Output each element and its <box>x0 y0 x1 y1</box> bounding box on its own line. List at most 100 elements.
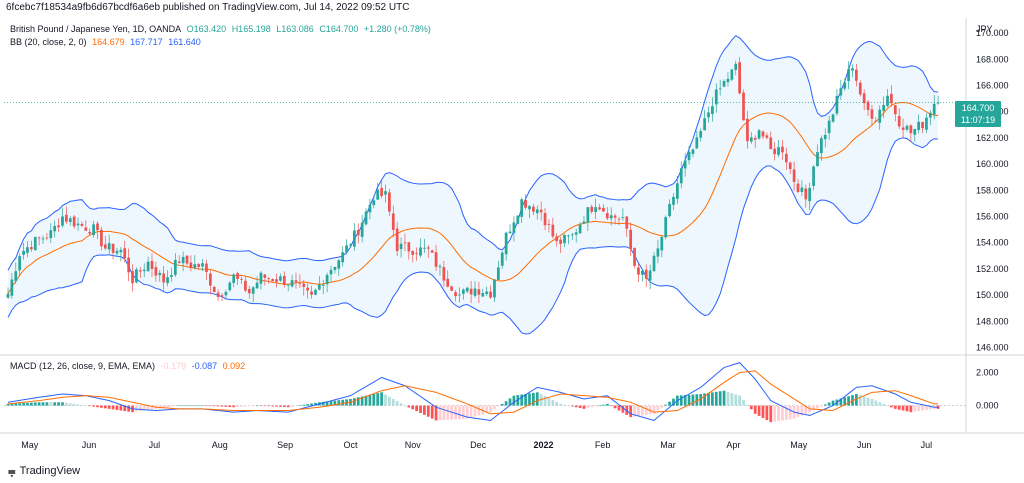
macd-histogram-bar <box>905 405 909 412</box>
candle-body <box>477 289 481 295</box>
macd-histogram-bar <box>430 405 434 419</box>
candle-body <box>411 251 415 255</box>
candle-body <box>135 269 138 283</box>
macd-histogram-bar <box>216 405 220 407</box>
legend-macd-line: -0.087 <box>191 361 218 371</box>
macd-histogram-bar <box>282 405 286 408</box>
bb-lower-line <box>7 137 939 335</box>
macd-histogram-bar <box>640 405 644 416</box>
candle-body <box>574 232 578 235</box>
candle-body <box>664 217 668 238</box>
candle-body <box>625 216 629 229</box>
candle-body <box>302 283 306 287</box>
candle-body <box>14 271 18 281</box>
macd-histogram-bar <box>567 405 570 407</box>
candle-body <box>461 289 465 294</box>
candle-body <box>193 264 197 268</box>
candle-body <box>928 112 932 118</box>
candle-body <box>621 217 625 219</box>
candle-body <box>212 287 216 293</box>
macd-histogram-bar <box>368 394 372 406</box>
candle-body <box>107 243 111 250</box>
price-axis-tick: 168.000 <box>976 54 1009 64</box>
macd-histogram-bar <box>722 390 726 406</box>
price-axis-tick: 166.000 <box>976 80 1009 90</box>
macd-histogram-bar <box>259 405 263 407</box>
macd-histogram-bar <box>843 397 847 406</box>
macd-histogram-bar <box>664 404 668 406</box>
macd-histogram-bar <box>360 396 364 406</box>
publisher-line: 6fcebc7f18534a9fb6d67bcdf6a6eb published… <box>6 2 410 13</box>
candle-body <box>866 101 870 111</box>
macd-histogram-bar <box>294 405 298 407</box>
macd-histogram-bar <box>232 405 236 408</box>
candle-body <box>162 273 166 283</box>
candle-body <box>862 93 866 104</box>
macd-histogram-bar <box>53 402 57 406</box>
macd-histogram-bar <box>119 405 123 411</box>
macd-histogram-bar <box>761 405 765 418</box>
candle-body <box>516 215 520 224</box>
time-axis-label: Aug <box>212 440 228 450</box>
candle-body <box>777 147 780 155</box>
macd-histogram-bar <box>504 401 508 406</box>
candle-body <box>181 256 185 264</box>
candle-body <box>189 262 193 269</box>
macd-histogram-bar <box>68 403 72 406</box>
candle-body <box>726 78 730 83</box>
candle-body <box>158 272 162 276</box>
time-axis-label: 2022 <box>533 440 553 450</box>
candle-body <box>539 209 543 213</box>
macd-histogram-bar <box>547 398 551 406</box>
macd-histogram-bar <box>384 394 387 406</box>
candle-body <box>458 294 461 296</box>
candle-body <box>590 206 594 212</box>
macd-histogram-bar <box>726 391 730 406</box>
candle-body <box>784 153 788 163</box>
candle-body <box>679 168 683 184</box>
macd-histogram-bar <box>236 405 239 407</box>
candle-body <box>711 106 714 115</box>
candle-body <box>543 212 547 226</box>
candle-body <box>769 137 773 150</box>
macd-histogram-bar <box>617 405 621 411</box>
macd-histogram-bar <box>41 402 45 406</box>
macd-histogram-bar <box>419 405 422 413</box>
macd-histogram-bar <box>672 398 675 406</box>
macd-histogram-bar <box>193 405 197 407</box>
candle-body <box>761 131 765 137</box>
macd-histogram-bar <box>695 394 699 406</box>
macd-histogram-bar <box>6 403 10 406</box>
tradingview-logo[interactable]: ⩦ TradingView <box>8 463 80 479</box>
legend-macd-hist: -0.179 <box>160 361 187 371</box>
macd-histogram-bar <box>602 404 605 406</box>
macd-histogram-bar <box>660 405 664 408</box>
candle-body <box>37 237 41 239</box>
macd-line <box>7 362 939 421</box>
macd-histogram-bar <box>263 405 267 407</box>
macd-histogram-bar <box>267 405 271 407</box>
price-axis-tick: 158.000 <box>976 185 1009 195</box>
macd-histogram-bar <box>925 405 928 410</box>
candle-body <box>201 263 204 267</box>
candle-body <box>473 288 477 296</box>
candle-body <box>407 242 411 252</box>
candle-body <box>325 274 329 285</box>
candle-body <box>240 279 243 280</box>
candle-body <box>177 261 181 263</box>
macd-histogram-bar <box>878 402 882 406</box>
macd-histogram-bar <box>240 405 243 407</box>
candle-body <box>800 187 804 192</box>
macd-histogram-bar <box>882 403 885 406</box>
macd-histogram-bar <box>107 405 111 409</box>
candle-body <box>341 252 345 263</box>
macd-histogram-bar <box>150 405 154 410</box>
macd-histogram-bar <box>314 402 317 406</box>
candle-body <box>454 292 457 297</box>
candle-body <box>442 267 446 281</box>
macd-histogram-bar <box>14 403 18 406</box>
candle-body <box>804 188 808 200</box>
candle-body <box>749 137 753 142</box>
candle-body <box>282 276 286 285</box>
